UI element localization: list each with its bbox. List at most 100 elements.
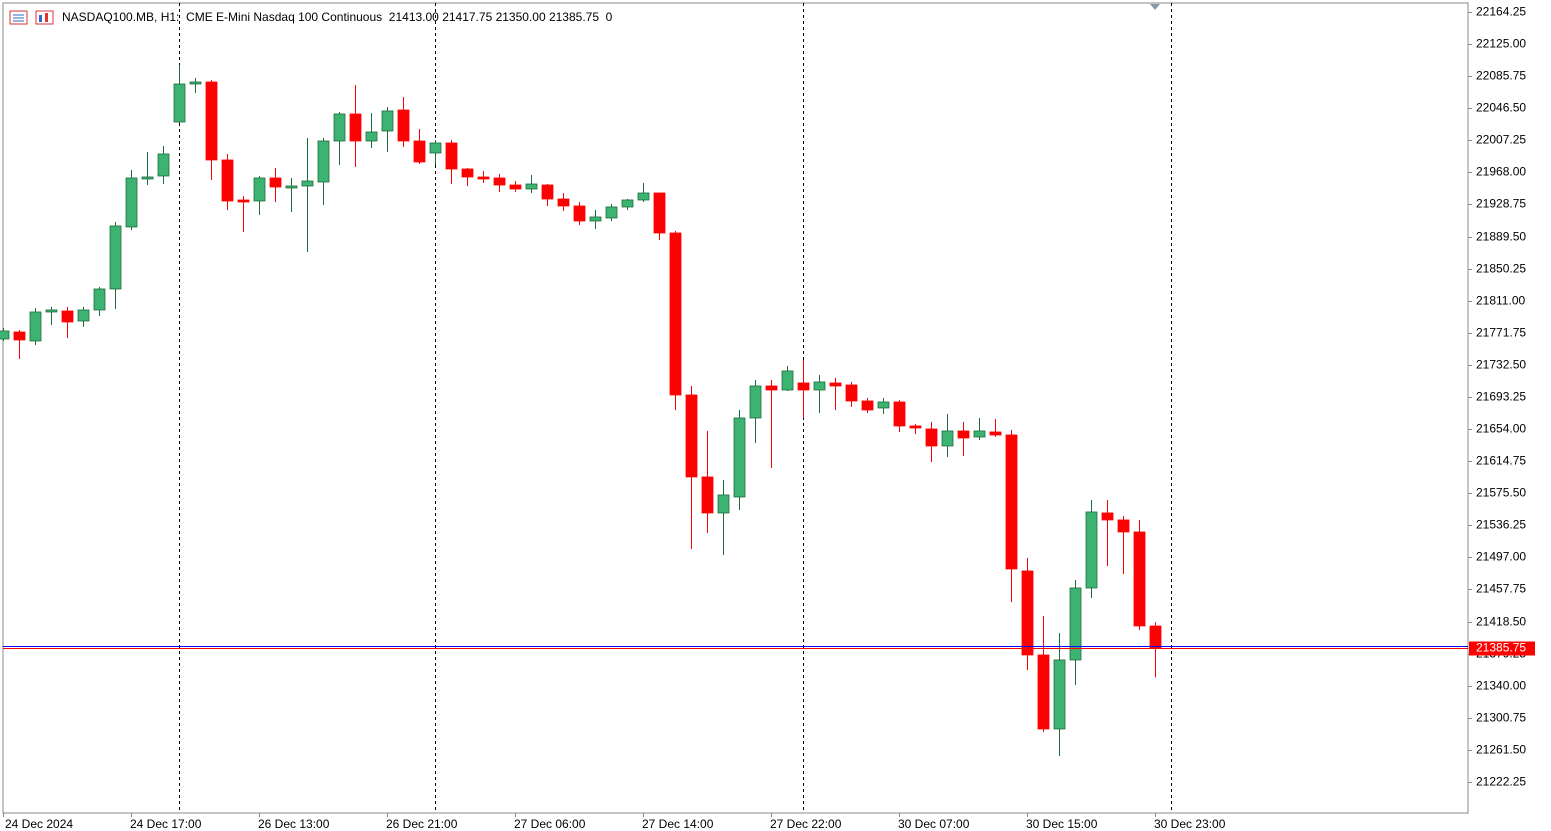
candle-body	[413, 140, 426, 163]
candle-body	[701, 476, 714, 514]
price-label: 21385.75	[1476, 641, 1526, 655]
candle-body	[989, 431, 1002, 436]
candle-body	[141, 176, 154, 180]
candle-body	[781, 370, 794, 391]
candle-body	[957, 430, 970, 439]
candle-body	[557, 198, 570, 207]
candle-body	[29, 311, 42, 342]
candle-body	[1149, 625, 1162, 649]
candle-body	[685, 394, 698, 478]
y-tick-label: 21222.25	[1476, 775, 1526, 789]
candle-body	[941, 430, 954, 447]
y-tick-label: 22007.25	[1476, 133, 1526, 147]
candle-body	[1005, 434, 1018, 570]
y-tick-label: 21575.50	[1476, 486, 1526, 500]
candle-body	[493, 177, 506, 186]
x-tick-label: 27 Dec 22:00	[770, 817, 842, 831]
candle-body	[893, 401, 906, 427]
candle-body	[13, 331, 26, 341]
candle-body	[861, 400, 874, 411]
candle-body	[93, 288, 106, 311]
candle-body	[845, 384, 858, 402]
candle-body	[1021, 570, 1034, 656]
y-tick-label: 21418.50	[1476, 615, 1526, 629]
price-label-box	[1469, 641, 1535, 656]
candle-body	[285, 185, 298, 189]
candle-body	[445, 142, 458, 170]
x-tick-label: 26 Dec 13:00	[258, 817, 330, 831]
candle-body	[669, 232, 682, 396]
candle-body	[317, 140, 330, 183]
y-tick-label: 21693.25	[1476, 390, 1526, 404]
candle-body	[509, 184, 522, 190]
candle-body	[1069, 587, 1082, 661]
y-tick-label: 21654.00	[1476, 422, 1526, 436]
candle-body	[237, 199, 250, 203]
candle-body	[173, 83, 186, 123]
y-tick-label: 21811.00	[1476, 294, 1525, 308]
x-tick-label: 27 Dec 14:00	[642, 817, 714, 831]
candle-body	[573, 205, 586, 222]
candle-body	[925, 428, 938, 447]
candle-body	[637, 192, 650, 201]
y-tick-label: 22125.00	[1476, 37, 1526, 51]
candle-body	[349, 113, 362, 142]
candle-body	[365, 131, 378, 142]
candle-body	[61, 310, 74, 323]
candle-body	[525, 183, 538, 190]
candle-body	[589, 216, 602, 222]
candle-body	[1053, 659, 1066, 730]
shift-marker	[1150, 4, 1160, 10]
candle-body	[973, 430, 986, 438]
candle-body	[221, 159, 234, 202]
candle-body	[717, 494, 730, 514]
x-tick-label: 27 Dec 06:00	[514, 817, 586, 831]
symbol-icons	[9, 10, 54, 25]
y-tick-label: 21261.50	[1476, 743, 1526, 757]
x-tick-label: 24 Dec 17:00	[130, 817, 202, 831]
y-tick-label: 22164.25	[1476, 5, 1526, 19]
y-tick-label: 21497.00	[1476, 550, 1526, 564]
candle-body	[829, 382, 842, 387]
y-tick-label: 21771.75	[1476, 326, 1526, 340]
candle-body	[797, 382, 810, 391]
candle-body	[461, 168, 474, 178]
x-tick-label: 30 Dec 23:00	[1154, 817, 1226, 831]
candle-body	[269, 177, 282, 188]
plot-frame	[2, 2, 1469, 814]
candle-body	[909, 425, 922, 429]
y-tick-label: 21536.25	[1476, 518, 1526, 532]
candle-body	[0, 330, 10, 340]
x-tick-label: 26 Dec 21:00	[386, 817, 458, 831]
y-tick-label: 22085.75	[1476, 69, 1526, 83]
candle-body	[381, 110, 394, 132]
icon	[35, 10, 54, 25]
candle-body	[813, 381, 826, 391]
candle-body	[1101, 512, 1114, 521]
candle-body	[621, 199, 634, 208]
candle-body	[109, 225, 122, 290]
candle-body	[477, 176, 490, 180]
icon	[39, 15, 42, 22]
candle-body	[397, 109, 410, 142]
candle-body	[605, 206, 618, 219]
y-tick-label: 21340.00	[1476, 679, 1526, 693]
candle-body	[1037, 654, 1050, 730]
y-tick-label: 21614.75	[1476, 454, 1526, 468]
y-tick-label: 21300.75	[1476, 711, 1526, 725]
candle-body	[157, 153, 170, 177]
candle-body	[1085, 511, 1098, 589]
candle-body	[429, 142, 442, 154]
candle-body	[541, 184, 554, 200]
icon	[45, 13, 48, 22]
y-tick-label: 21457.75	[1476, 582, 1526, 596]
candle-body	[301, 180, 314, 187]
candle-body	[653, 192, 666, 234]
candle-body	[749, 385, 762, 419]
candle-body	[205, 81, 218, 161]
candle-body	[189, 81, 202, 85]
candle-body	[733, 417, 746, 498]
candle-body	[333, 113, 346, 142]
